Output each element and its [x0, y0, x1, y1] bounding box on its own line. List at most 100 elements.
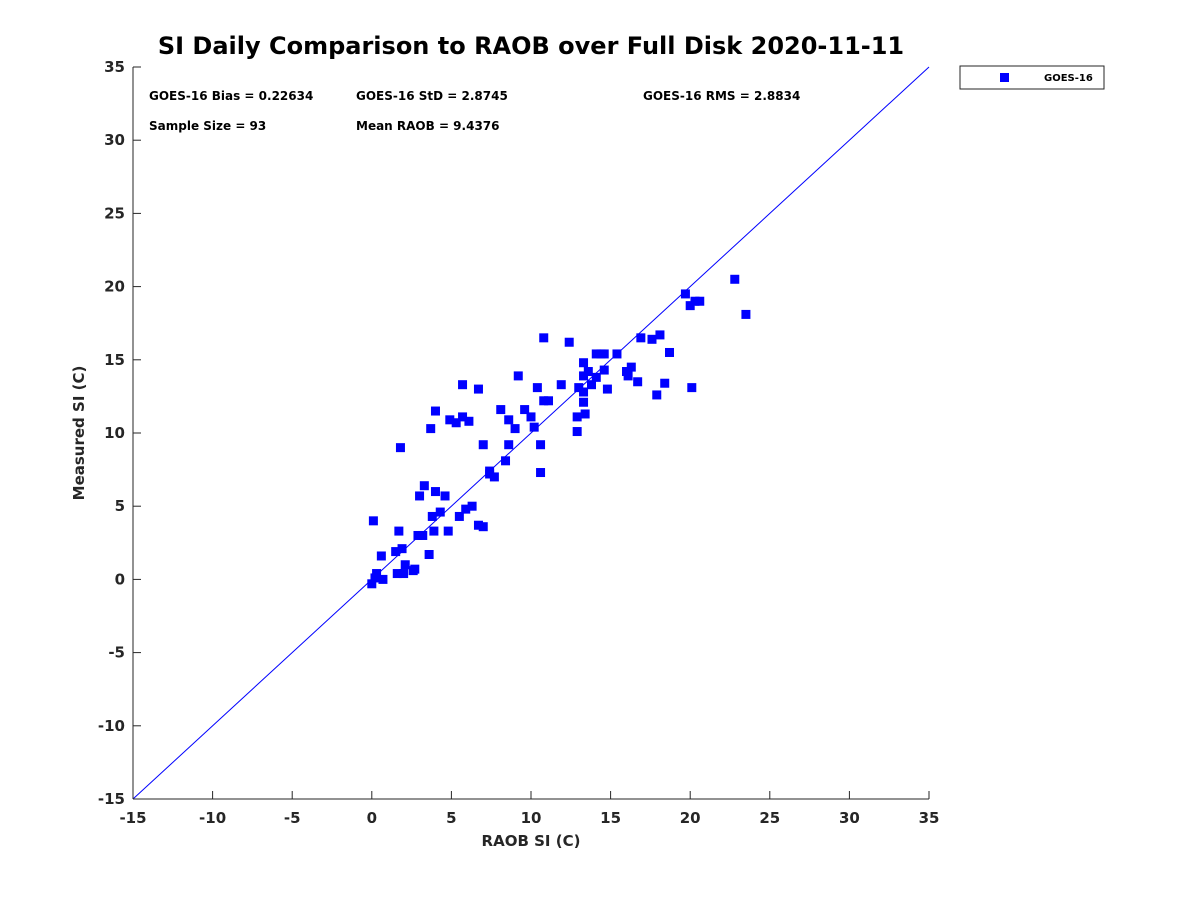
- data-point: [536, 440, 546, 450]
- data-point: [591, 372, 601, 382]
- y-tick-label: 35: [104, 58, 125, 76]
- data-point: [399, 569, 409, 579]
- data-point: [372, 569, 382, 579]
- data-point: [427, 511, 437, 521]
- data-point: [556, 380, 566, 390]
- data-point: [520, 405, 530, 415]
- data-point: [532, 383, 542, 393]
- data-point: [591, 349, 601, 359]
- data-point: [586, 380, 596, 390]
- data-point: [536, 468, 546, 478]
- data-point: [687, 383, 697, 393]
- data-point: [665, 347, 675, 357]
- data-point: [572, 412, 582, 422]
- data-point: [539, 396, 549, 406]
- y-tick-label: -15: [98, 790, 125, 808]
- plot-area: [132, 66, 930, 800]
- x-tick-label: -5: [284, 809, 301, 827]
- data-point: [440, 491, 450, 501]
- y-axis-label: Measured SI (C): [70, 366, 88, 501]
- data-point: [680, 289, 690, 299]
- data-point: [368, 516, 378, 526]
- data-point: [504, 440, 514, 450]
- data-point: [426, 424, 436, 434]
- data-point: [626, 362, 636, 372]
- data-point: [501, 456, 511, 466]
- data-point: [623, 371, 633, 381]
- x-tick-label: 5: [446, 809, 456, 827]
- data-point: [489, 472, 499, 482]
- data-point: [435, 507, 445, 517]
- data-point: [478, 522, 488, 532]
- x-tick-label: 15: [600, 809, 621, 827]
- data-point: [572, 427, 582, 437]
- data-point: [454, 511, 464, 521]
- legend-marker: [1000, 73, 1009, 82]
- data-point: [429, 526, 439, 536]
- data-point: [458, 412, 468, 422]
- data-point: [392, 569, 402, 579]
- stat-sample-size: Sample Size = 93: [149, 119, 266, 133]
- x-tick-label: 0: [367, 809, 377, 827]
- y-tick-label: 5: [115, 497, 125, 515]
- data-point: [397, 544, 407, 554]
- legend-label: GOES-16: [1044, 73, 1093, 84]
- data-point: [602, 384, 612, 394]
- data-point: [458, 380, 468, 390]
- data-point: [413, 530, 423, 540]
- data-point: [478, 440, 488, 450]
- data-point: [445, 415, 455, 425]
- data-points: [367, 274, 751, 589]
- data-point: [633, 377, 643, 387]
- y-tick-label: -5: [108, 644, 125, 662]
- stat-std: GOES-16 StD = 2.8745: [356, 89, 508, 103]
- data-point: [599, 349, 609, 359]
- data-point: [564, 337, 574, 347]
- legend-box: [959, 65, 1105, 90]
- data-point: [526, 412, 536, 422]
- data-point: [464, 416, 474, 426]
- data-point: [579, 371, 589, 381]
- x-axis-label: RAOB SI (C): [482, 832, 581, 850]
- data-point: [394, 526, 404, 536]
- x-tick-label: 30: [839, 809, 860, 827]
- x-tick-label: 10: [521, 809, 542, 827]
- data-point: [580, 409, 590, 419]
- x-tick-label: 25: [759, 809, 780, 827]
- x-tick-label: 20: [680, 809, 701, 827]
- one-to-one-reference-line: [132, 66, 930, 800]
- y-tick-label: 25: [104, 204, 125, 222]
- data-point: [510, 424, 520, 434]
- data-point: [430, 406, 440, 416]
- data-point: [647, 334, 657, 344]
- data-point: [430, 487, 440, 497]
- data-point: [741, 309, 751, 319]
- data-point: [504, 415, 514, 425]
- data-point: [690, 296, 700, 306]
- data-point: [451, 418, 461, 428]
- y-tick-label: 0: [115, 570, 125, 588]
- data-point: [376, 551, 386, 561]
- y-tick-label: 20: [104, 278, 125, 296]
- data-point: [574, 383, 584, 393]
- y-tick-label: -10: [98, 717, 125, 735]
- data-point: [579, 387, 589, 397]
- data-point: [655, 330, 665, 340]
- x-tick-label: 35: [919, 809, 940, 827]
- data-point: [583, 367, 593, 377]
- data-point: [391, 547, 401, 557]
- legend: GOES-16: [959, 65, 1105, 90]
- data-point: [599, 365, 609, 375]
- data-point: [685, 301, 695, 311]
- data-point: [367, 579, 377, 589]
- data-point: [496, 405, 506, 415]
- x-tick-label: -15: [119, 809, 146, 827]
- data-point: [473, 384, 483, 394]
- data-point: [410, 564, 420, 574]
- data-point: [418, 530, 428, 540]
- chart-title: SI Daily Comparison to RAOB over Full Di…: [158, 32, 904, 60]
- data-point: [529, 422, 539, 432]
- data-point: [544, 396, 554, 406]
- data-point: [730, 274, 740, 284]
